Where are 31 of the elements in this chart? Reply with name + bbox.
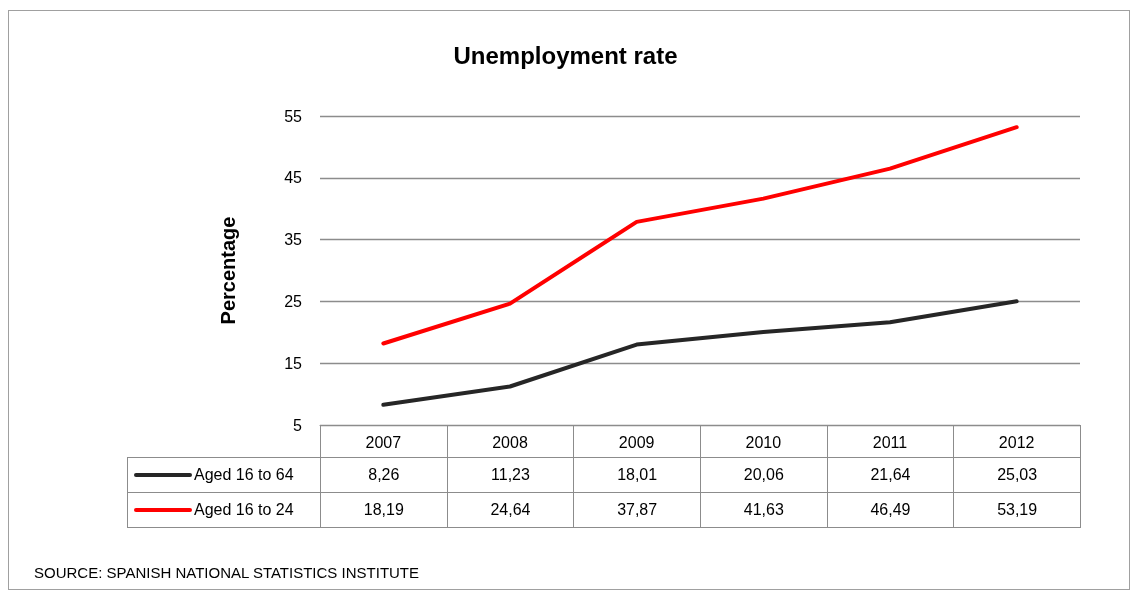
data-label: 25,03 [953, 457, 1081, 493]
data-label: 21,64 [826, 457, 955, 493]
legend-label: Aged 16 to 24 [194, 501, 294, 519]
y-tick-label: 15 [284, 354, 303, 372]
data-label: 18,01 [573, 457, 701, 493]
x-tick-label: 2011 [872, 433, 908, 451]
data-label: 46,49 [826, 492, 955, 528]
line-series [381, 299, 1019, 407]
data-label: 8,26 [320, 457, 448, 493]
y-tick-label: 25 [284, 292, 303, 310]
x-tick-label: 2008 [492, 433, 528, 451]
line-series [381, 125, 1019, 346]
y-tick-label: 35 [284, 231, 303, 249]
data-label: 11,23 [446, 457, 575, 493]
legend-label: Aged 16 to 64 [194, 466, 294, 484]
data-label: 41,63 [700, 492, 828, 528]
data-label: 20,06 [700, 457, 828, 493]
x-tick-label: 2010 [745, 433, 782, 451]
y-tick-label: 45 [284, 169, 303, 187]
source-note: SOURCE: SPANISH NATIONAL STATISTICS INSTITUTE [34, 564, 420, 581]
data-label: 37,87 [573, 492, 701, 528]
chart-title: Unemployment rate [453, 41, 678, 69]
data-label: 24,64 [446, 492, 575, 528]
data-label: 53,19 [953, 492, 1081, 528]
y-tick-label: 5 [293, 416, 303, 434]
y-axis-title: Percentage [217, 216, 239, 325]
data-label: 18,19 [320, 492, 448, 528]
x-tick-label: 2009 [618, 433, 655, 451]
x-tick-label: 2007 [365, 433, 402, 451]
y-tick-label: 55 [284, 107, 303, 125]
x-tick-label: 2012 [998, 433, 1035, 451]
